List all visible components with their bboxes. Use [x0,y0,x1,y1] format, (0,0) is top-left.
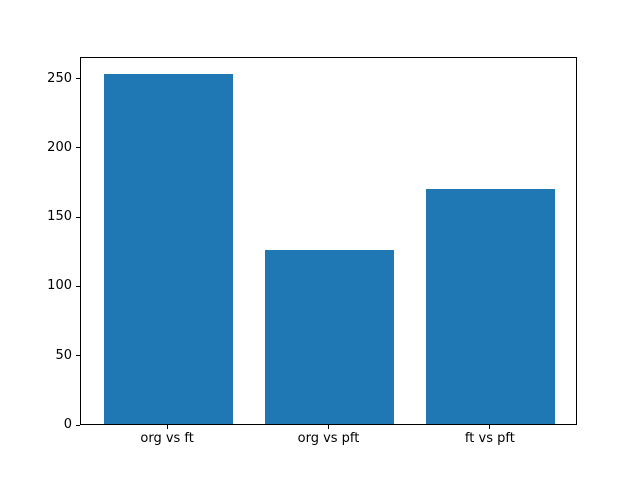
bar-org-vs-pft [264,249,395,424]
y-axis-tick-mark [76,216,80,218]
x-axis-tick-mark [489,425,491,429]
y-axis-tick-label: 0 [63,417,72,432]
y-axis-tick-mark [76,355,80,357]
y-axis-tick-mark [76,424,80,426]
x-axis-tick-label: org vs ft [140,431,194,446]
y-axis-tick-label: 200 [47,139,72,155]
y-axis-tick-mark [76,285,80,287]
x-axis-tick-mark [166,425,168,429]
bar-ft-vs-pft [426,188,556,424]
bar-org-vs-ft [103,73,233,424]
plot-area [80,57,577,425]
y-axis-tick-label: 250 [47,70,72,86]
x-axis-tick-label: org vs pft [297,431,360,446]
y-axis-tick-mark [76,78,80,80]
y-axis-tick-label: 100 [47,278,72,294]
y-axis-tick-mark [76,147,80,149]
y-axis-tick-label: 150 [47,209,72,225]
x-axis-tick-label: ft vs pft [464,431,515,446]
y-axis-tick-label: 50 [55,347,72,363]
x-axis-tick-mark [328,425,329,429]
